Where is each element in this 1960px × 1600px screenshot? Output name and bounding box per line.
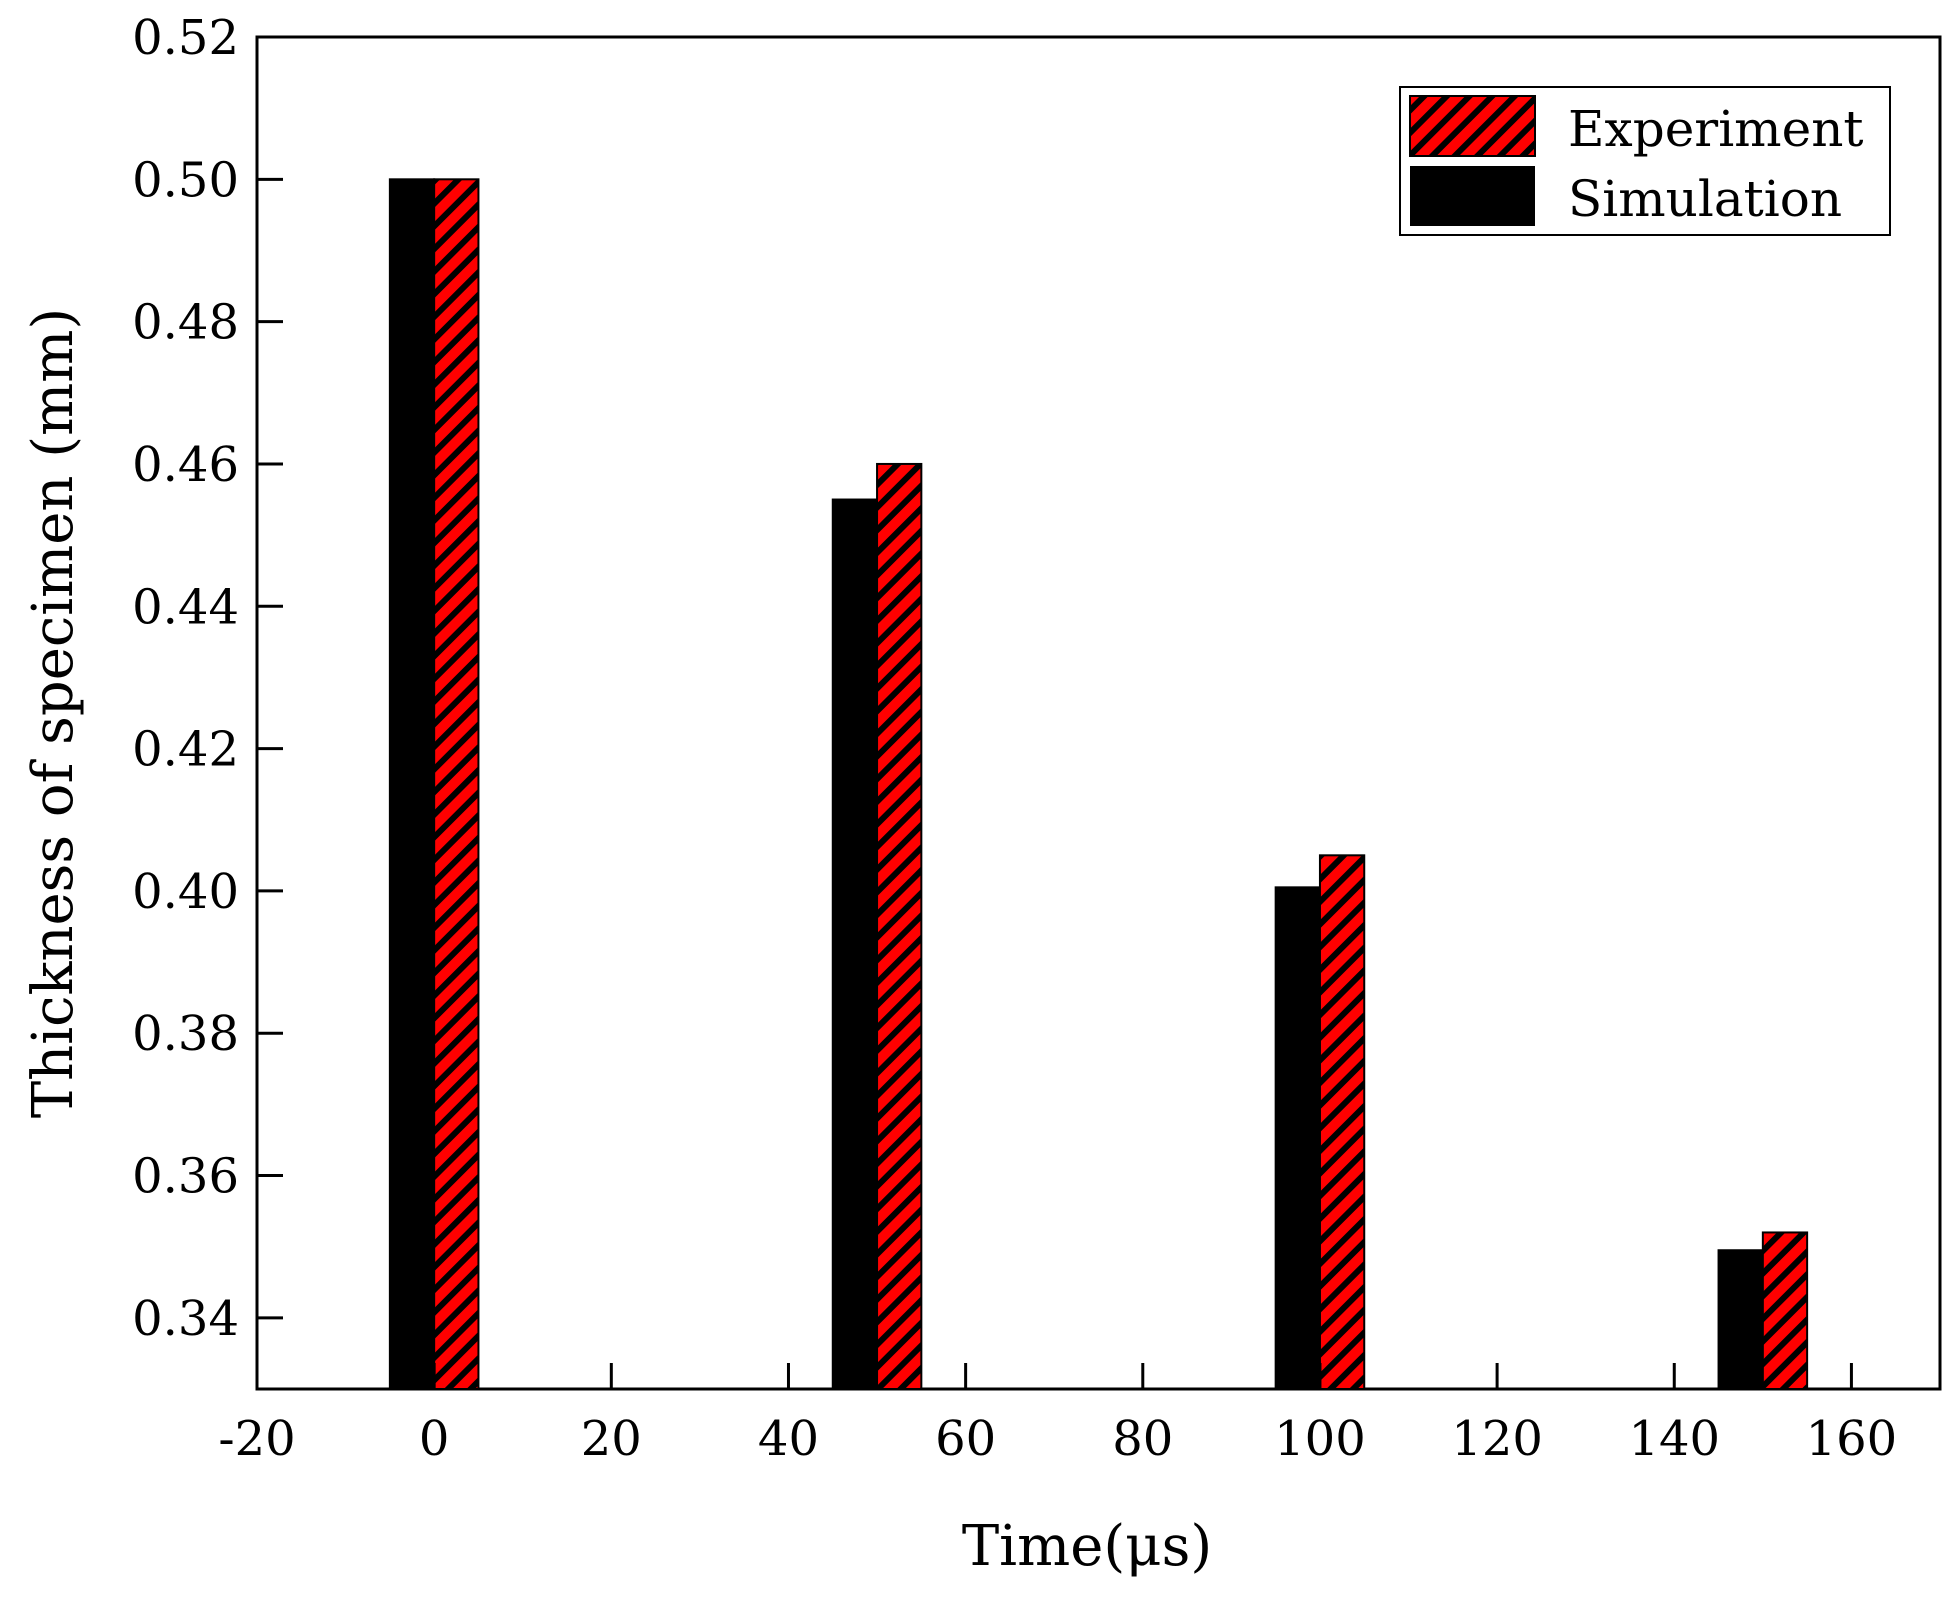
x-tick-label: 160 bbox=[1806, 1411, 1898, 1467]
x-tick-label: 0 bbox=[419, 1411, 450, 1467]
legend: Experiment Simulation bbox=[1399, 86, 1891, 236]
x-axis: -20 0 20 40 60 80 100 120 140 160 bbox=[218, 1363, 1897, 1467]
bar-experiment-1 bbox=[876, 462, 923, 1390]
legend-label-experiment: Experiment bbox=[1568, 100, 1863, 158]
x-tick-label: 100 bbox=[1274, 1411, 1366, 1467]
y-tick-label: 0.36 bbox=[132, 1149, 239, 1205]
y-tick-label: 0.42 bbox=[132, 722, 239, 778]
x-tick-label: 140 bbox=[1628, 1411, 1720, 1467]
bars bbox=[388, 178, 1809, 1390]
x-tick-label: 20 bbox=[581, 1411, 642, 1467]
x-tick-label: -20 bbox=[218, 1411, 295, 1467]
bar-experiment-3 bbox=[1761, 1231, 1809, 1390]
y-tick-label: 0.34 bbox=[132, 1291, 239, 1347]
bar-simulation-3 bbox=[1717, 1249, 1764, 1390]
y-tick-label: 0.46 bbox=[132, 437, 239, 493]
bar-simulation-1 bbox=[831, 498, 879, 1390]
y-tick-label: 0.48 bbox=[132, 295, 239, 351]
y-axis-label: Thickness of specimen (mm) bbox=[21, 308, 86, 1118]
y-axis: 0.34 0.36 0.38 0.40 0.42 0.44 0.46 0.48 0.50 0.52 bbox=[132, 10, 283, 1347]
y-tick-label: 0.40 bbox=[132, 864, 239, 920]
y-tick-label: 0.44 bbox=[132, 579, 239, 635]
bar-simulation-2 bbox=[1274, 886, 1321, 1390]
x-tick-label: 40 bbox=[758, 1411, 819, 1467]
y-tick-label: 0.38 bbox=[132, 1006, 239, 1062]
y-tick-label: 0.50 bbox=[132, 152, 239, 208]
plot-frame bbox=[255, 35, 1942, 1391]
legend-swatch-experiment bbox=[1409, 95, 1536, 157]
bar-experiment-2 bbox=[1318, 854, 1366, 1390]
x-tick-label: 60 bbox=[935, 1411, 996, 1467]
x-axis-label: Time(μs) bbox=[962, 1514, 1212, 1579]
y-tick-label: 0.52 bbox=[132, 10, 239, 66]
bar-simulation-0 bbox=[388, 178, 436, 1390]
legend-swatch-simulation bbox=[1410, 166, 1535, 226]
legend-label-simulation: Simulation bbox=[1568, 170, 1842, 228]
plot-area bbox=[255, 35, 1942, 1391]
x-tick-label: 80 bbox=[1112, 1411, 1173, 1467]
x-tick-label: 120 bbox=[1451, 1411, 1543, 1467]
bar-experiment-0 bbox=[433, 178, 480, 1390]
